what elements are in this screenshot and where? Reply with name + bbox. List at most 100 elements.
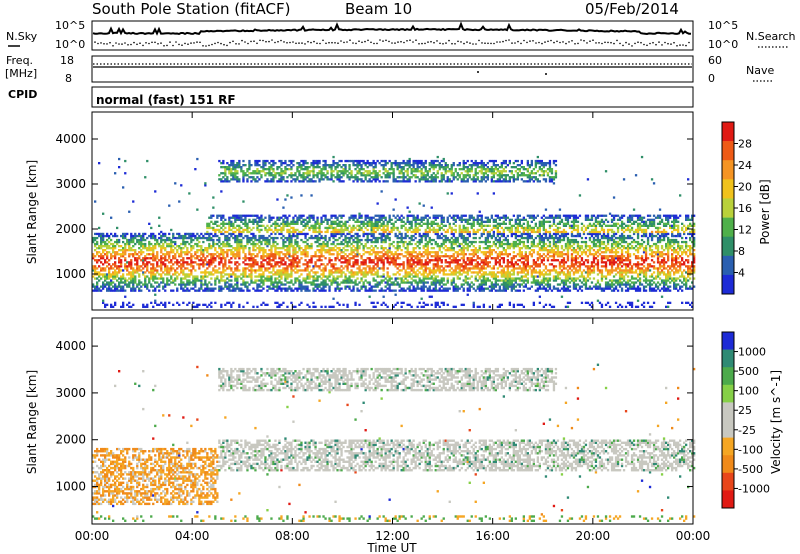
data-cell — [304, 263, 307, 266]
data-cell — [194, 289, 197, 292]
data-cell — [288, 238, 291, 242]
data-cell — [440, 269, 443, 272]
data-cell — [294, 305, 297, 308]
data-cell — [108, 285, 111, 288]
data-cell — [348, 166, 351, 169]
data-cell — [154, 289, 157, 292]
data-cell — [268, 168, 271, 171]
data-cell — [436, 261, 439, 264]
data-cell — [196, 236, 199, 240]
data-cell — [394, 273, 397, 276]
data-cell — [238, 228, 241, 232]
data-cell — [394, 263, 397, 266]
data-cell — [178, 265, 181, 268]
data-cell — [244, 255, 247, 258]
data-cell — [200, 281, 203, 284]
data-cell — [382, 166, 385, 169]
data-cell — [264, 174, 267, 177]
data-cell — [206, 251, 209, 254]
data-cell — [142, 238, 145, 242]
data-cell — [274, 285, 277, 288]
data-cell — [120, 285, 123, 288]
data-cell — [316, 230, 319, 234]
data-cell — [324, 275, 327, 278]
data-cell — [342, 303, 345, 306]
nsearch-dot — [274, 41, 276, 44]
data-cell — [432, 168, 435, 171]
nsearch-dot — [199, 41, 201, 44]
data-cell — [332, 253, 335, 256]
data-cell — [252, 242, 255, 246]
data-cell — [346, 232, 349, 236]
data-cell — [256, 283, 259, 286]
data-cell — [94, 271, 97, 274]
data-cell — [410, 277, 413, 280]
data-cell — [380, 289, 383, 292]
data-cell — [356, 261, 359, 264]
data-cell — [364, 222, 367, 225]
data-cell — [92, 289, 95, 292]
data-cell — [310, 180, 313, 183]
data-cell — [324, 159, 327, 163]
data-cell — [440, 265, 443, 268]
data-cell — [328, 257, 331, 260]
data-cell — [194, 275, 197, 278]
data-cell — [160, 238, 163, 242]
data-cell — [468, 261, 471, 264]
data-cell — [120, 289, 123, 292]
data-cell — [180, 259, 183, 262]
data-cell — [422, 285, 425, 288]
data-cell — [424, 166, 427, 169]
data-cell — [336, 228, 339, 232]
data-cell — [150, 226, 153, 230]
data-cell — [324, 289, 327, 292]
data-cell — [372, 240, 375, 244]
data-cell — [266, 228, 269, 232]
data-cell — [292, 245, 295, 248]
data-cell — [278, 253, 281, 256]
nsearch-dot — [640, 41, 642, 44]
data-cell — [256, 228, 259, 232]
data-cell — [264, 267, 267, 270]
data-cell — [292, 257, 295, 260]
data-cell — [332, 170, 335, 173]
data-cell — [310, 226, 313, 230]
data-cell — [360, 216, 363, 219]
data-cell — [460, 265, 463, 268]
data-cell — [300, 164, 303, 167]
data-cell — [102, 283, 105, 286]
data-cell — [430, 281, 433, 284]
data-cell — [256, 162, 259, 165]
data-cell — [198, 245, 201, 248]
data-cell — [466, 178, 469, 181]
data-cell — [420, 287, 423, 290]
data-cell — [150, 249, 153, 252]
data-cell — [408, 259, 411, 262]
data-cell — [400, 281, 403, 284]
data-cell — [228, 287, 231, 290]
data-cell — [126, 238, 129, 242]
data-cell — [258, 236, 261, 240]
data-cell — [388, 285, 391, 288]
data-cell — [342, 261, 345, 264]
data-cell — [296, 279, 299, 282]
data-cell — [242, 269, 245, 272]
data-cell — [120, 281, 123, 284]
data-cell — [314, 230, 317, 234]
data-cell — [176, 263, 179, 266]
data-cell — [274, 253, 277, 256]
data-cell — [312, 224, 315, 227]
data-cell — [242, 228, 245, 232]
data-cell — [226, 234, 229, 238]
data-cell — [320, 230, 323, 234]
data-cell — [290, 261, 293, 264]
data-cell — [420, 238, 423, 242]
nsearch-dot — [652, 41, 654, 44]
data-cell — [294, 247, 297, 250]
data-cell — [224, 283, 227, 286]
data-cell — [324, 305, 327, 308]
nave-label: Nave — [746, 64, 774, 77]
data-cell — [462, 267, 465, 270]
data-cell — [190, 249, 193, 252]
data-cell — [448, 249, 451, 252]
